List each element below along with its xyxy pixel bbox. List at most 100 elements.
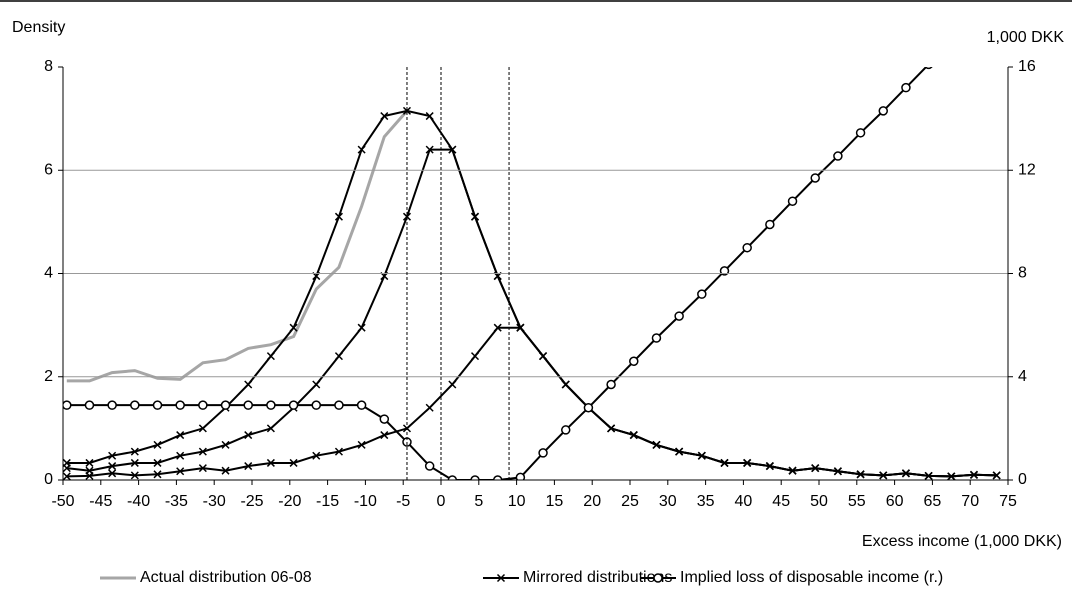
x-marker [244,462,253,471]
circle-marker [924,67,933,70]
x-marker [176,431,185,440]
x-tick-label: 70 [961,493,979,510]
circle-marker [538,448,548,458]
circle-marker [833,151,843,161]
circle-marker [447,475,458,480]
x-tick-label: -50 [51,493,74,510]
x-marker [901,469,910,478]
x-marker [380,112,389,121]
x-tick-label: 75 [999,493,1017,510]
x-tick-label: 65 [924,493,942,510]
circle-marker [878,106,889,116]
x-marker [380,431,389,440]
x-tick-label: 45 [772,493,790,510]
y2-tick-label: 16 [1018,58,1036,75]
x-tick-label: -25 [240,493,263,510]
legend-marker [653,573,663,583]
x-marker [153,440,162,449]
circle-marker [810,173,820,183]
y2-axis-label: 1,000 DKK [987,29,1065,46]
x-marker [334,212,343,221]
circle-marker [220,400,231,410]
x-marker [198,464,207,473]
x-axis-label: Excess income (1,000 DKK) [862,533,1062,550]
x-marker [765,462,774,471]
x-marker [108,462,117,471]
x-marker [334,352,343,361]
x-marker [244,380,253,389]
x-marker [425,403,434,412]
circle-marker [198,400,208,410]
x-tick-label: 10 [508,493,526,510]
x-marker [312,451,321,460]
legend-label: Actual distribution 06-08 [140,569,312,586]
circle-marker [84,400,95,410]
circle-marker [334,400,344,410]
circle-marker [379,414,390,424]
circle-marker [787,196,798,206]
x-marker [312,380,321,389]
x-tick-label: -40 [127,493,150,510]
circle-marker [560,425,571,435]
x-tick-label: 5 [474,493,483,510]
x-marker [63,464,71,473]
circle-marker [674,311,684,321]
circle-marker [243,400,253,410]
x-marker [198,447,207,456]
y2-tick-label: 8 [1018,265,1027,282]
y-tick-label: 2 [44,368,53,385]
x-tick-label: -30 [203,493,226,510]
x-marker [130,447,139,456]
x-marker [607,424,616,433]
circle-marker [855,128,866,138]
x-tick-label: 60 [886,493,904,510]
x-marker [334,447,343,456]
x-tick-label: 15 [546,493,564,510]
x-tick-label: 0 [437,493,446,510]
circle-marker [515,472,526,480]
circle-marker [288,400,299,410]
x-tick-label: -45 [89,493,112,510]
x-marker [675,447,684,456]
series-line [66,109,997,478]
circle-marker [629,356,639,367]
circle-marker [175,400,185,410]
x-marker [130,458,139,467]
circle-marker [651,333,662,343]
circle-marker [719,266,730,276]
x-marker [221,440,230,449]
x-marker [833,467,842,476]
legend-marker [496,573,506,583]
x-marker [539,352,548,361]
x-tick-label: -10 [354,493,377,510]
x-marker [425,112,434,121]
x-marker [85,471,94,480]
x-marker [969,470,979,479]
x-tick-label: 40 [735,493,753,510]
x-tick-label: 30 [659,493,677,510]
y-axis-label: Density [12,19,65,36]
circle-marker [492,475,503,480]
x-marker [743,458,752,467]
circle-marker [130,400,140,410]
y2-tick-label: 0 [1018,471,1027,488]
circle-marker [470,475,480,480]
x-marker [153,458,162,467]
y-tick-label: 8 [44,58,53,75]
series-line [66,67,928,480]
circle-marker [107,400,117,410]
x-marker [357,440,366,449]
x-marker [992,471,1001,480]
x-marker [108,451,117,460]
x-marker [244,431,253,440]
x-marker [856,470,865,479]
x-marker [402,106,412,115]
x-marker [176,467,185,476]
x-marker [63,472,71,480]
circle-marker [356,400,367,410]
circle-marker [583,402,594,413]
x-marker [516,323,525,332]
y-tick-label: 6 [44,161,53,178]
x-tick-label: -15 [316,493,339,510]
